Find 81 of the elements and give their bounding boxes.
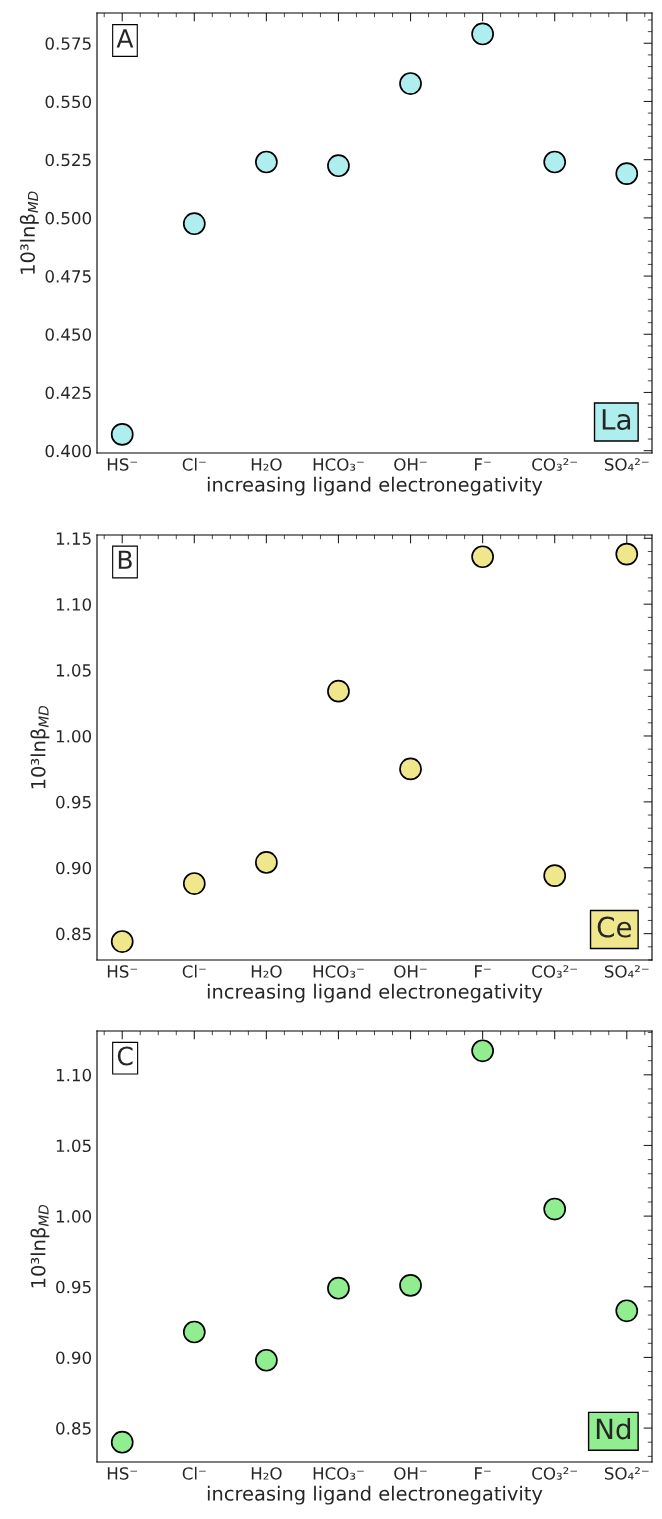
x-tick-label: F⁻	[475, 1467, 491, 1480]
y-axis-title: 10³lnβ$_{MD}$	[19, 191, 39, 274]
x-tick-label: HCO₃⁻	[313, 1467, 364, 1480]
y-tick-label: 0.575	[45, 37, 91, 50]
x-tick-label: SO₄²⁻	[604, 965, 649, 978]
y-axis-title: 10³lnβ$_{MD}$	[30, 1204, 50, 1288]
x-tick-label: OH⁻	[394, 458, 427, 471]
x-tick-label: H₂O	[251, 1467, 282, 1480]
y-tick-label: 0.475	[45, 270, 91, 283]
point	[255, 150, 278, 174]
point	[543, 864, 567, 888]
point	[110, 423, 134, 446]
point	[182, 872, 206, 895]
point	[255, 851, 278, 874]
annotation: Nd	[596, 1417, 631, 1440]
y-tick-label: 0.550	[45, 95, 92, 109]
annotation: B	[118, 550, 132, 569]
point	[255, 1348, 278, 1372]
point	[615, 542, 639, 566]
x-tick-label: F⁻	[475, 458, 491, 471]
point	[399, 757, 422, 781]
point	[615, 1299, 639, 1323]
y-tick-label: 1.10	[56, 598, 92, 611]
y-tick-label: 0.90	[56, 1351, 92, 1364]
annotation: La	[602, 409, 631, 431]
y-tick-label: 0.425	[45, 386, 91, 400]
x-tick-label: CO₃²⁻	[532, 458, 578, 471]
y-tick-label: 0.95	[56, 795, 91, 809]
x-tick-label: HS⁻	[107, 458, 138, 471]
x-tick-label: CO₃²⁻	[532, 965, 578, 978]
point	[182, 212, 206, 236]
x-tick-label: OH⁻	[394, 1467, 427, 1480]
point	[327, 1276, 350, 1300]
point	[327, 679, 350, 703]
point	[399, 1273, 422, 1297]
point	[471, 1039, 494, 1063]
annotation: C	[117, 1046, 133, 1066]
x-axis-title: increasing ligand electronegativity	[207, 983, 543, 1003]
x-tick-label: HCO₃⁻	[313, 965, 364, 978]
point	[471, 545, 494, 569]
point	[543, 150, 567, 174]
x-tick-label: F⁻	[475, 965, 491, 978]
y-tick-label: 0.85	[56, 927, 91, 941]
x-tick-label: Cl⁻	[182, 964, 206, 978]
x-tick-label: SO₄²⁻	[604, 1467, 649, 1480]
y-axis-title: 10³lnβ$_{MD}$	[30, 705, 50, 789]
x-tick-label: Cl⁻	[182, 1466, 206, 1480]
x-tick-label: H₂O	[251, 965, 282, 978]
x-tick-label: HS⁻	[107, 1467, 138, 1480]
point	[110, 930, 134, 953]
point	[110, 1430, 134, 1454]
y-tick-label: 1.05	[56, 1139, 91, 1153]
y-tick-label: 0.525	[45, 153, 91, 167]
x-axis-title: increasing ligand electronegativity	[207, 1485, 543, 1505]
annotation: Ce	[597, 916, 632, 938]
x-axis-title: increasing ligand electronegativity	[207, 476, 543, 496]
y-tick-label: 0.95	[56, 1280, 91, 1294]
x-tick-label: H₂O	[251, 458, 282, 471]
y-tick-label: 0.500	[45, 211, 92, 225]
x-tick-label: HCO₃⁻	[313, 458, 364, 471]
point	[327, 154, 350, 178]
x-tick-label: CO₃²⁻	[532, 1467, 578, 1480]
y-tick-label: 1.10	[56, 1068, 92, 1082]
y-tick-label: 0.450	[45, 328, 92, 341]
y-tick-label: 1.00	[56, 729, 92, 743]
x-tick-label: SO₄²⁻	[604, 458, 649, 471]
point	[543, 1197, 567, 1221]
point	[615, 162, 639, 186]
y-tick-label: 1.05	[56, 664, 91, 677]
annotation: A	[116, 29, 134, 48]
y-tick-label: 0.400	[45, 444, 92, 458]
x-tick-label: HS⁻	[107, 965, 138, 978]
y-tick-label: 1.00	[56, 1210, 92, 1223]
y-tick-label: 0.90	[56, 861, 92, 875]
y-tick-label: 1.15	[56, 532, 91, 545]
point	[471, 22, 494, 46]
point	[182, 1320, 206, 1344]
y-tick-label: 0.85	[56, 1422, 91, 1435]
x-tick-label: OH⁻	[394, 965, 427, 978]
x-tick-label: Cl⁻	[182, 457, 206, 471]
point	[399, 72, 422, 95]
